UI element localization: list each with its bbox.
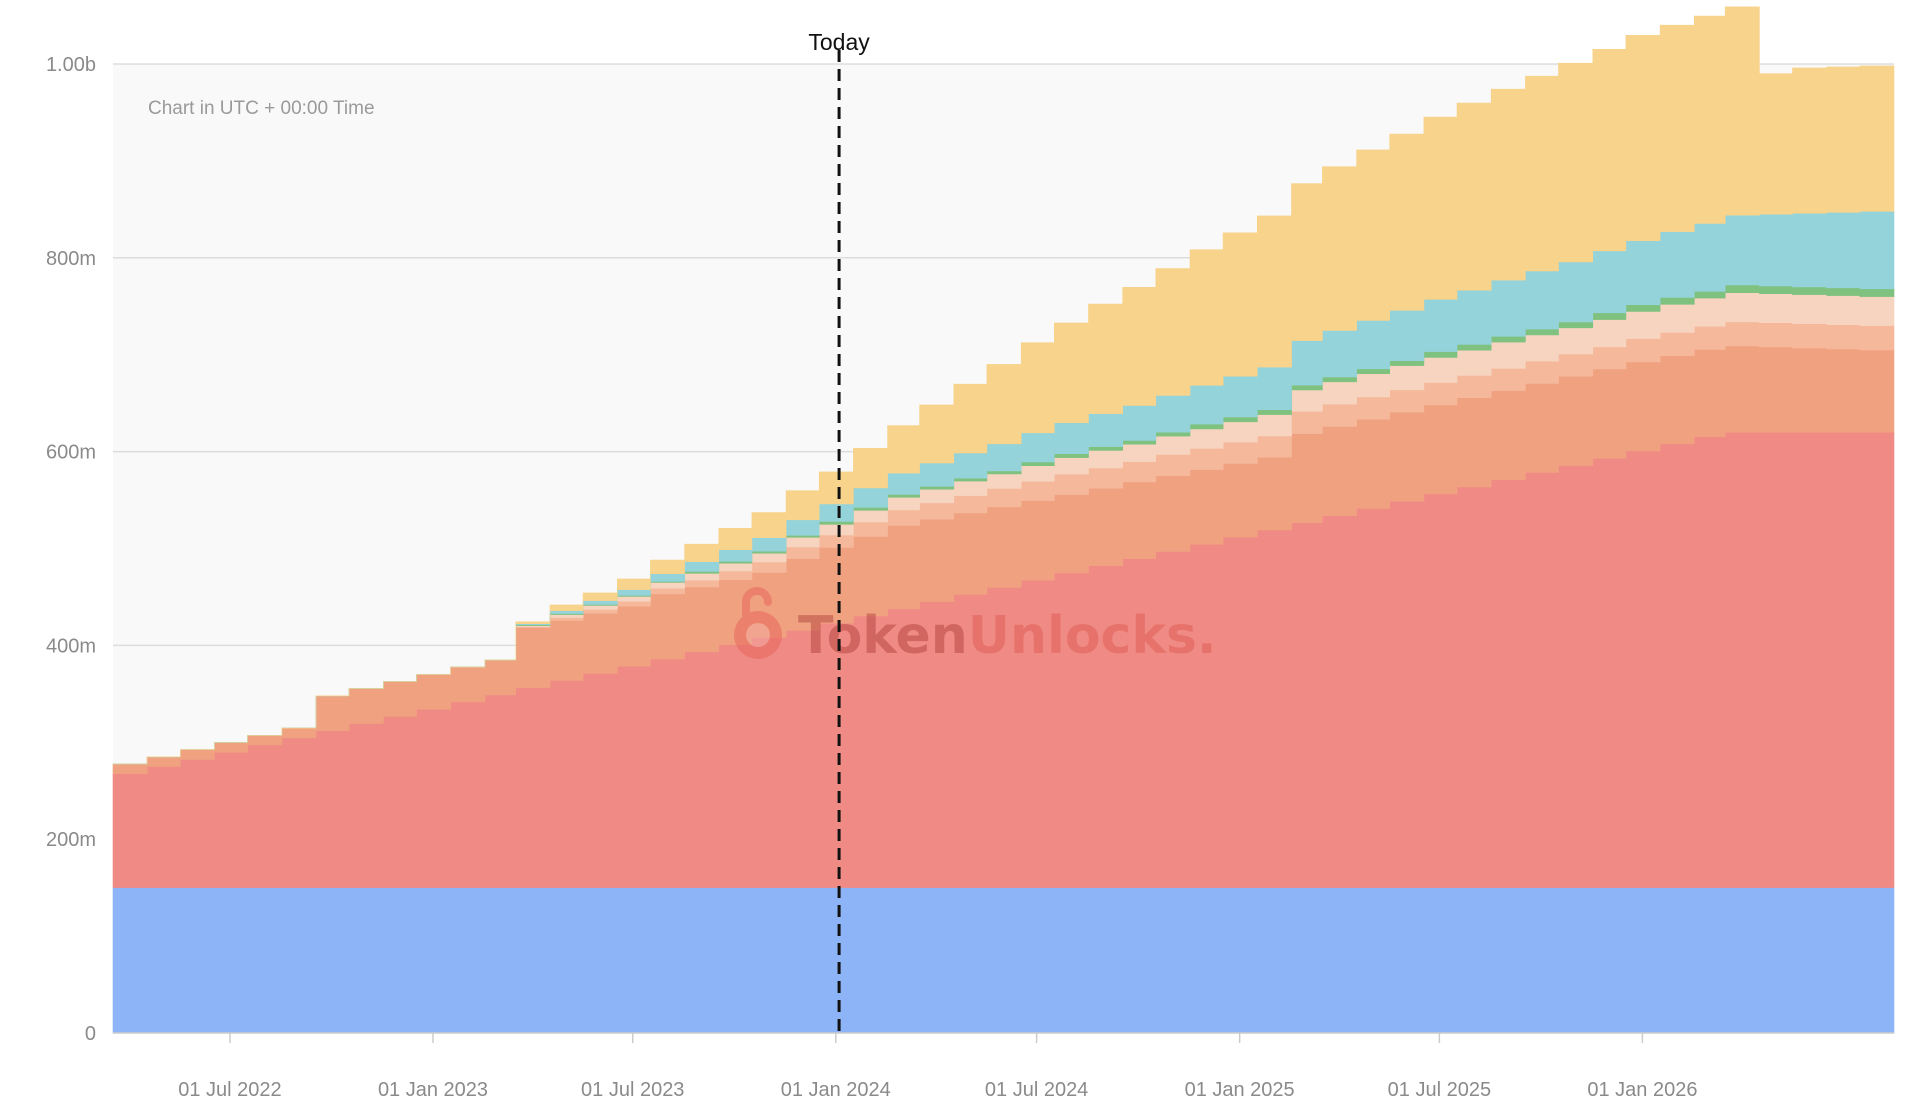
y-tick-label: 200m [46,829,96,851]
today-label: Today [808,29,870,55]
x-tick-label: 01 Jul 2025 [1388,1079,1491,1101]
x-tick-label: 01 Jan 2025 [1185,1079,1295,1101]
x-tick-label: 01 Jul 2024 [985,1079,1088,1101]
series-area-8 [113,6,1895,765]
watermark: TokenUnlocks. [734,587,1217,666]
series-area-1 [112,887,1895,1034]
watermark-text: TokenUnlocks. [798,606,1217,666]
x-tick-label: 01 Jan 2026 [1587,1079,1697,1101]
x-tick-label: 01 Jul 2023 [581,1079,684,1101]
y-tick-label: 400m [46,635,96,657]
y-tick-label: 800m [46,248,96,270]
watermark-unlocks: Unlocks [968,606,1197,666]
axes: 0 200m 400m 600m 800m 1.00b 01 Jul 2022 01 Jan … [46,54,1894,1101]
x-tick-label: 01 Jul 2022 [178,1079,281,1101]
y-tick-label: 0 [85,1023,96,1045]
y-tick-label: 1.00b [46,54,96,76]
timezone-note: Chart in UTC + 00:00 Time [148,98,375,119]
x-tick-label: 01 Jan 2024 [781,1079,891,1101]
watermark-token: Token [798,606,968,666]
watermark-dot: . [1197,606,1217,666]
today-marker: Today [808,29,870,1033]
lock-icon [734,587,782,659]
x-tick-label: 01 Jan 2023 [378,1079,488,1101]
series-areas [112,6,1895,1034]
y-tick-label: 600m [46,442,96,464]
